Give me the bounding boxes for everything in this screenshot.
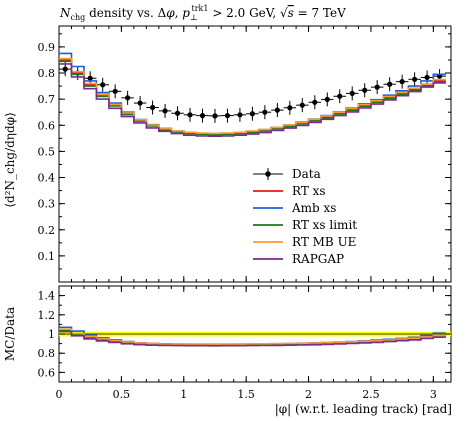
main-ytick-label: 0.6 xyxy=(38,119,56,132)
data-point xyxy=(399,79,405,85)
xtick-label: 3 xyxy=(430,388,437,401)
series-data-points xyxy=(59,62,446,123)
data-point xyxy=(237,112,243,118)
series-amb-xs-main xyxy=(59,52,446,135)
series-rapgap-ratio xyxy=(59,330,446,347)
data-point xyxy=(349,90,355,96)
legend-label: Data xyxy=(292,167,321,181)
series-rapgap-main xyxy=(59,63,446,137)
data-point xyxy=(299,102,305,108)
data-point xyxy=(162,108,168,114)
data-point xyxy=(125,95,131,101)
legend-marker xyxy=(265,171,271,177)
ratio-ytick-label: 1.4 xyxy=(38,290,56,303)
data-point xyxy=(337,93,343,99)
ratio-ytick-label: 1.2 xyxy=(38,309,56,322)
ratio-ytick-label: 1 xyxy=(48,328,55,341)
legend: Data RT xs Amb xs RT xs limit RT MB UE RAPGAP xyxy=(253,167,357,266)
main-ytick-label: 0.5 xyxy=(38,145,56,158)
data-point xyxy=(199,113,206,119)
chart-title: Nchg density vs. Δφ, p⊥trk1 > 2.0 GeV, √… xyxy=(59,4,346,22)
main-ylabel: ⟨d²N_chg/dηdφ⟩ xyxy=(3,112,17,207)
data-point xyxy=(137,100,143,106)
ratio-xlabel: |φ| (w.r.t. leading track) [rad] xyxy=(275,402,452,416)
data-point xyxy=(412,76,418,82)
data-point xyxy=(387,81,393,87)
main-frame xyxy=(58,25,452,283)
data-point xyxy=(149,104,156,111)
main-ytick-label: 0.4 xyxy=(38,172,56,185)
main-ytick-label: 0.7 xyxy=(38,93,56,106)
xtick-label: 0 xyxy=(56,388,63,401)
data-point xyxy=(212,113,218,119)
legend-label: RT xs xyxy=(292,184,326,198)
data-point xyxy=(374,84,380,90)
legend-label: Amb xs xyxy=(291,201,336,215)
main-ytick-label: 0.2 xyxy=(38,224,56,237)
series-rt-mb-ue-ratio xyxy=(59,328,446,345)
main-ytick-label: 0.3 xyxy=(38,198,56,211)
series-rt-xs-limit-main xyxy=(59,60,446,136)
xtick-label: 1.5 xyxy=(237,388,255,401)
xtick-label: 2.5 xyxy=(362,388,380,401)
series-rt-mb-ue-main xyxy=(59,57,446,135)
xtick-label: 1 xyxy=(180,388,187,401)
main-ytick-label: 0.9 xyxy=(38,41,56,54)
data-point xyxy=(424,74,430,81)
xtick-label: 0.5 xyxy=(113,388,131,401)
data-point xyxy=(249,111,256,117)
data-point xyxy=(274,107,280,113)
legend-label: RAPGAP xyxy=(292,252,344,266)
data-point xyxy=(224,113,231,119)
ratio-ytick-label: 0.8 xyxy=(38,347,56,360)
legend-label: RT MB UE xyxy=(292,235,356,249)
ratio-ytick-label: 0.6 xyxy=(38,366,56,379)
data-point xyxy=(100,82,106,88)
data-point xyxy=(324,96,330,103)
legend-label: RT xs limit xyxy=(292,218,357,232)
data-point xyxy=(312,99,318,105)
data-point xyxy=(287,105,293,111)
main-ytick-label: 0.1 xyxy=(38,250,56,263)
data-point xyxy=(362,87,368,93)
ratio-panel: 0.6 0.8 1 1.2 1.4 MC/Data 0 0.5 1 1.5 2 2.5 3|φ| (w.… xyxy=(3,285,452,416)
data-point xyxy=(62,66,68,72)
data-point xyxy=(187,112,193,118)
main-panel: 0.1 0.2 0.3 0.4 0.5 0.6 0.7 0.8 0.9 ⟨d²N_chg/dηdφ… xyxy=(3,25,452,283)
data-point xyxy=(112,88,118,94)
data-point xyxy=(87,75,93,81)
ratio-ylabel: MC/Data xyxy=(3,307,17,361)
xtick-label: 2 xyxy=(305,388,312,401)
data-point xyxy=(174,110,181,116)
data-point xyxy=(262,109,268,115)
main-ytick-label: 0.8 xyxy=(38,67,56,80)
